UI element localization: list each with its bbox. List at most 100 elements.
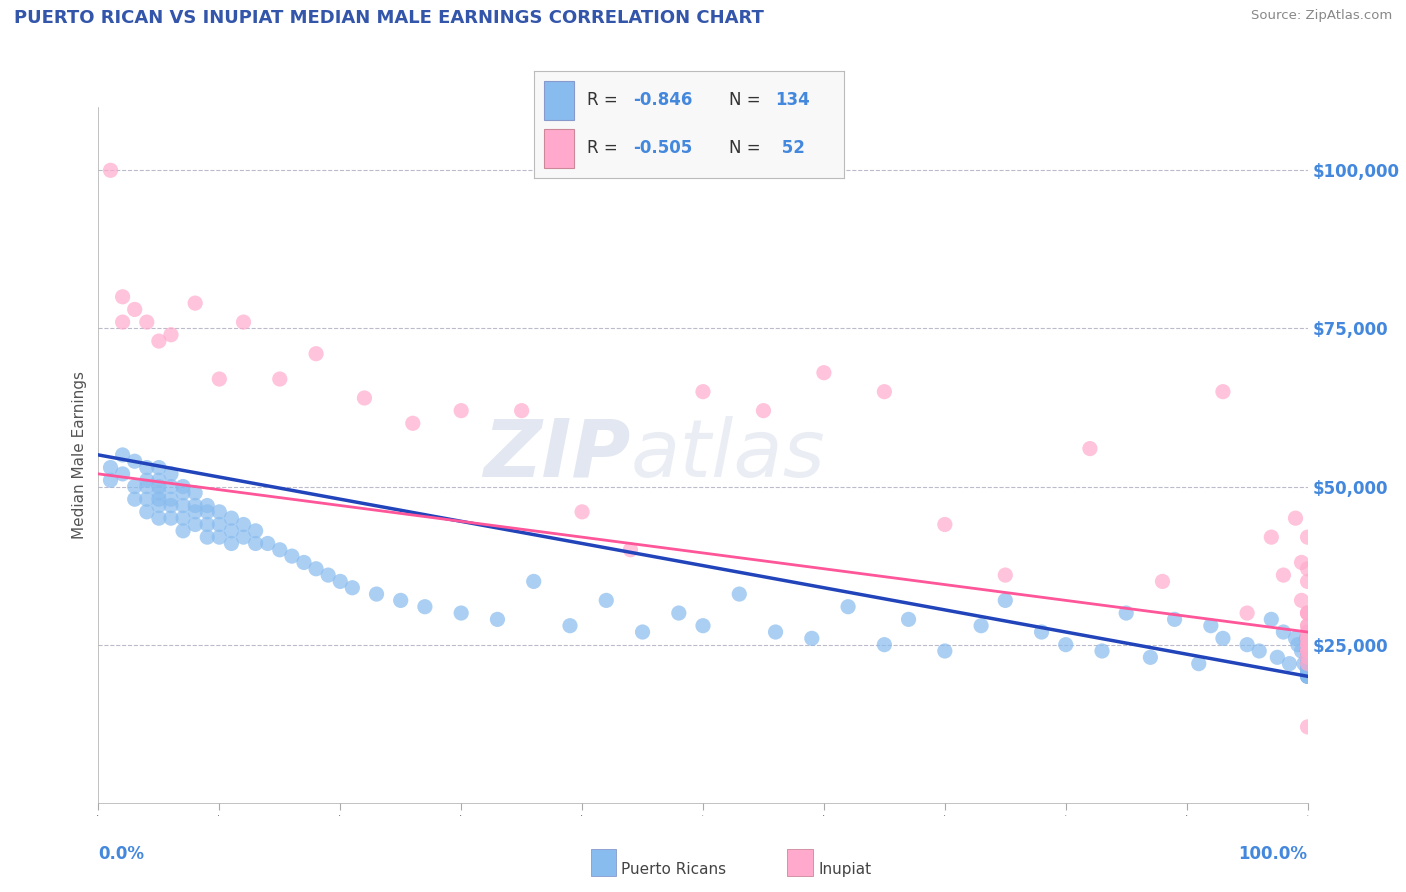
Text: Source: ZipAtlas.com: Source: ZipAtlas.com <box>1251 9 1392 22</box>
Point <box>195 499 218 513</box>
Point <box>148 473 170 487</box>
Bar <box>544 81 575 120</box>
Point <box>135 460 157 475</box>
Point <box>1291 644 1313 658</box>
Point <box>402 417 425 431</box>
Point <box>1296 625 1319 640</box>
Point <box>1296 669 1319 683</box>
Point <box>245 524 267 538</box>
Point <box>1296 644 1319 658</box>
Point <box>1212 384 1234 399</box>
Point <box>172 499 194 513</box>
Point <box>232 530 254 544</box>
Point <box>1296 650 1319 665</box>
Point <box>124 302 146 317</box>
Point <box>1296 657 1319 671</box>
Point <box>1296 657 1319 671</box>
Point <box>1296 638 1319 652</box>
Point <box>1296 650 1319 665</box>
Point <box>221 511 243 525</box>
Y-axis label: Median Male Earnings: Median Male Earnings <box>72 371 87 539</box>
Point <box>269 372 291 386</box>
Point <box>148 511 170 525</box>
Point <box>100 460 122 475</box>
Point <box>208 530 231 544</box>
Point <box>208 517 231 532</box>
Point <box>1284 511 1306 525</box>
Point <box>1296 638 1319 652</box>
Point <box>668 606 690 620</box>
Point <box>450 606 472 620</box>
Point <box>1272 568 1295 582</box>
Point <box>765 625 787 640</box>
Point <box>329 574 352 589</box>
Point <box>1296 669 1319 683</box>
Point <box>160 327 183 342</box>
Point <box>1199 618 1222 632</box>
Point <box>1296 657 1319 671</box>
Point <box>1296 657 1319 671</box>
Text: N =: N = <box>730 139 766 157</box>
Point <box>1296 669 1319 683</box>
Point <box>873 638 896 652</box>
Point <box>292 556 315 570</box>
Point <box>1296 606 1319 620</box>
Point <box>366 587 388 601</box>
Point <box>221 524 243 538</box>
Point <box>1296 638 1319 652</box>
Point <box>245 536 267 550</box>
Point <box>692 384 714 399</box>
Point <box>124 492 146 507</box>
Point <box>1296 606 1319 620</box>
Point <box>160 511 183 525</box>
Text: 52: 52 <box>776 139 804 157</box>
Point <box>1296 530 1319 544</box>
Point <box>1296 644 1319 658</box>
Point <box>195 530 218 544</box>
Point <box>124 454 146 468</box>
Point <box>970 618 993 632</box>
Point <box>1278 657 1301 671</box>
Point <box>486 612 509 626</box>
Point <box>1115 606 1137 620</box>
Point <box>558 618 581 632</box>
Point <box>1296 644 1319 658</box>
Text: -0.846: -0.846 <box>633 91 693 109</box>
Point <box>1152 574 1174 589</box>
Point <box>1296 644 1319 658</box>
Point <box>619 542 641 557</box>
Point <box>1139 650 1161 665</box>
Point <box>1296 618 1319 632</box>
Point <box>1296 657 1319 671</box>
Point <box>353 391 375 405</box>
Point <box>897 612 920 626</box>
Point <box>1296 650 1319 665</box>
Point <box>281 549 304 563</box>
Point <box>1236 606 1258 620</box>
Point <box>208 372 231 386</box>
Point <box>160 479 183 493</box>
Point <box>316 568 339 582</box>
Point <box>1249 644 1271 658</box>
Point <box>1296 644 1319 658</box>
Point <box>1265 650 1288 665</box>
Point <box>1296 650 1319 665</box>
Point <box>1296 644 1319 658</box>
Point <box>1296 644 1319 658</box>
Point <box>1296 632 1319 646</box>
Point <box>172 479 194 493</box>
Point <box>148 492 170 507</box>
Point <box>1291 593 1313 607</box>
Point <box>1296 650 1319 665</box>
Text: 0.0%: 0.0% <box>98 845 145 863</box>
Point <box>1292 657 1315 671</box>
Point <box>1296 663 1319 677</box>
Point <box>135 315 157 329</box>
Point <box>800 632 823 646</box>
Point <box>100 473 122 487</box>
Point <box>1188 657 1211 671</box>
Point <box>692 618 714 632</box>
Point <box>135 473 157 487</box>
Point <box>221 536 243 550</box>
Point <box>1296 562 1319 576</box>
